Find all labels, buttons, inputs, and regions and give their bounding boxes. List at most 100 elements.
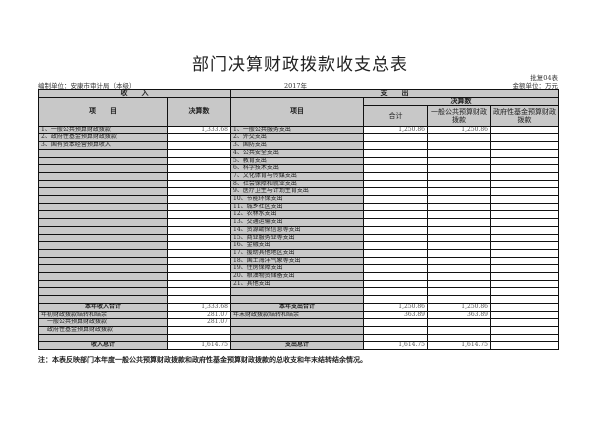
income-item: [38, 287, 168, 297]
expense-item: 14、资源勘探信息等支出: [230, 225, 364, 235]
table-row: 1、一般公共预算财政拨款 1,333.68 1、一般公共服务支出 1,250.86 1,…: [38, 125, 559, 135]
expense-item: [230, 295, 364, 304]
expense-item: [230, 318, 364, 327]
expense-general: [427, 241, 491, 250]
expense-total: [363, 133, 428, 143]
currency-label: 金额单位：万元: [512, 82, 559, 90]
general-header: 一般公共预算财政拨款: [427, 105, 491, 127]
expense-fund: [490, 133, 559, 143]
page-title: 部门决算财政拨款收支总表: [192, 55, 408, 75]
expense-total: [363, 272, 428, 281]
income-amount: [167, 241, 231, 250]
income-item: [38, 256, 168, 266]
table-row: 2、政府性基金预算财政拨款 2、外交支出: [38, 133, 559, 143]
expense-fund: [490, 248, 559, 258]
income-amount: 1,333.68: [167, 302, 231, 312]
table-row: 政府性基金预算财政拨款: [38, 325, 559, 335]
income-amount: [167, 287, 231, 297]
expense-general: [427, 256, 491, 266]
expense-item: 6、科学技术支出: [230, 164, 364, 173]
fund-header: 政府性基金预算财政拨款: [490, 105, 559, 127]
expense-total: [363, 248, 428, 258]
expense-fund: [490, 264, 559, 274]
expense-item: 10、节能环保支出: [230, 195, 364, 204]
income-amount: [167, 179, 231, 189]
expense-general: [427, 187, 491, 197]
expense-item: 4、公共安全支出: [230, 148, 364, 158]
expense-general: [427, 295, 491, 304]
expense-fund: [490, 210, 559, 220]
income-amount: [167, 225, 231, 235]
expense-fund: [490, 279, 559, 289]
expense-total: [363, 210, 428, 220]
expense-general: 1,250.86: [427, 302, 491, 312]
expense-general: [427, 225, 491, 235]
table-row: 收入总计 1,614.75 支出总计 1,614.75 1,614.75: [38, 341, 559, 351]
income-item: 政府性基金预算财政拨款: [38, 325, 168, 335]
income-amount: [167, 187, 231, 197]
income-amount: [167, 325, 231, 335]
table-row: 6、科学技术支出: [38, 164, 559, 173]
table-row: 10、节能环保支出: [38, 195, 559, 204]
income-item: [38, 148, 168, 158]
income-item: 2、政府性基金预算财政拨款: [38, 133, 168, 143]
expense-total: 1,250.86: [363, 302, 428, 312]
expense-general: [427, 156, 491, 166]
income-amount: [167, 279, 231, 289]
income-amount: [167, 264, 231, 274]
expense-total: [363, 164, 428, 173]
expense-total: 1,614.75: [363, 341, 428, 351]
expense-general: 1,614.75: [427, 341, 491, 351]
income-amount: [167, 272, 231, 281]
table-row: 14、资源勘探信息等支出: [38, 225, 559, 235]
table-row: 7、文化体育与传媒支出: [38, 171, 559, 181]
expense-general: 363.89: [427, 310, 491, 320]
income-item: [38, 295, 168, 304]
table-row: [38, 287, 559, 297]
expense-item: 本年支出合计: [230, 302, 364, 312]
income-item: 3、国有资本经营预算收入: [38, 141, 168, 150]
expense-item-header: 项目: [230, 96, 364, 127]
expense-general: [427, 195, 491, 204]
expense-general: [427, 210, 491, 220]
income-amount: [167, 164, 231, 173]
expense-item: 13、交通运输支出: [230, 218, 364, 227]
table-row: 4、公共安全支出: [38, 148, 559, 158]
income-amount-header: 决算数: [167, 96, 231, 127]
expense-general: [427, 179, 491, 189]
expense-item: 2、外交支出: [230, 133, 364, 143]
expense-total: [363, 179, 428, 189]
income-amount: [167, 202, 231, 212]
income-item: [38, 210, 168, 220]
expense-general: [427, 279, 491, 289]
expense-fund: [490, 195, 559, 204]
income-item: [38, 233, 168, 243]
expense-fund: [490, 241, 559, 250]
income-amount: [167, 248, 231, 258]
income-item: [38, 333, 168, 343]
expense-fund: [490, 148, 559, 158]
income-header: 收 入: [38, 89, 231, 98]
expense-fund: [490, 256, 559, 266]
income-item: [38, 248, 168, 258]
income-item: [38, 279, 168, 289]
expense-total: [363, 187, 428, 197]
expense-total: [363, 256, 428, 266]
income-item: [38, 195, 168, 204]
table-row: 8、社会保障和就业支出: [38, 179, 559, 189]
expense-general: [427, 248, 491, 258]
expense-item: 18、国土海洋气象等支出: [230, 256, 364, 266]
expense-total: [363, 218, 428, 227]
expense-fund: [490, 272, 559, 281]
table-row: 5、教育支出: [38, 156, 559, 166]
year-label: 2017年: [284, 82, 308, 90]
expense-fund: [490, 287, 559, 297]
expense-total: [363, 156, 428, 166]
expense-general: 1,250.86: [427, 125, 491, 135]
expense-general: [427, 133, 491, 143]
income-item: [38, 164, 168, 173]
income-item: 1、一般公共预算财政拨款: [38, 125, 168, 135]
expense-item: 17、援助其他地区支出: [230, 248, 364, 258]
table-row: 年初财政拨款结转和结余 281.07 年末财政拨款结转和结余 363.89 363.89: [38, 310, 559, 320]
income-item-header: 项 目: [38, 96, 168, 127]
